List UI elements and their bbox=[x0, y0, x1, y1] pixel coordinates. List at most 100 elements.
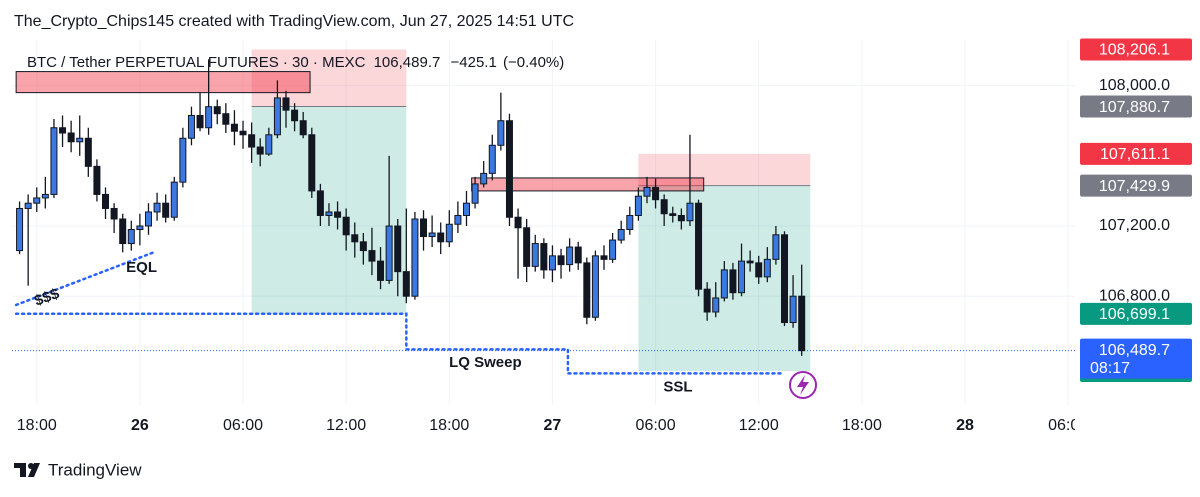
alert-icon bbox=[789, 371, 817, 399]
x-tick-label: 18:00 bbox=[429, 417, 469, 434]
candle-body bbox=[643, 186, 651, 197]
x-tick-label: 28 bbox=[956, 417, 974, 434]
price-label-box bbox=[1080, 174, 1192, 197]
candle-body bbox=[316, 190, 324, 216]
candle-body bbox=[239, 130, 247, 136]
x-tick-label: 18:00 bbox=[17, 417, 57, 434]
supply-zone bbox=[15, 71, 311, 94]
candle-body bbox=[566, 246, 574, 266]
candle-body bbox=[127, 229, 135, 245]
candle-body bbox=[634, 195, 642, 216]
candle-body bbox=[110, 207, 118, 220]
candle-body bbox=[798, 295, 806, 352]
candle-body bbox=[497, 120, 505, 146]
candle-body bbox=[102, 193, 110, 209]
candle-body bbox=[170, 181, 178, 218]
price-label-box bbox=[1080, 38, 1192, 61]
candle-body bbox=[772, 234, 780, 260]
candle-body bbox=[505, 120, 513, 218]
candle-body bbox=[187, 114, 195, 139]
candle-body bbox=[686, 202, 694, 222]
x-tick-label: 06:00 bbox=[636, 417, 676, 434]
x-tick-label: 12:00 bbox=[326, 417, 366, 434]
price-label: 108,206.1 bbox=[1099, 42, 1170, 59]
candle-body bbox=[230, 123, 238, 132]
candle-body bbox=[402, 271, 410, 297]
candle-body bbox=[50, 127, 58, 195]
current-price-label: 106,489.7 bbox=[1099, 342, 1170, 359]
legend: BTC / Tether PERPETUAL FUTURES · 30 · ME… bbox=[27, 54, 564, 71]
countdown: 08:17 bbox=[1090, 360, 1130, 377]
candle-body bbox=[738, 260, 746, 294]
candle-body bbox=[789, 295, 797, 324]
candle-body bbox=[222, 113, 230, 125]
annotation: LQ Sweep bbox=[449, 354, 522, 371]
candle-body bbox=[196, 114, 204, 129]
candle-body bbox=[583, 262, 591, 318]
candle-body bbox=[669, 213, 677, 216]
candle-body bbox=[299, 120, 307, 136]
y-axis: 108,000.0 107,200.0 106,800.0 108,206.1 107,… bbox=[1080, 38, 1192, 382]
candle-body bbox=[394, 225, 402, 273]
candle-body bbox=[248, 134, 256, 148]
change-pct: (−0.40%) bbox=[503, 54, 564, 71]
symbol: BTC / Tether PERPETUAL FUTURES · 30 · ME… bbox=[27, 54, 366, 71]
candle-body bbox=[308, 134, 316, 192]
candle-body bbox=[428, 232, 436, 238]
price-label: 107,611.1 bbox=[1100, 146, 1170, 163]
candle-body bbox=[488, 144, 496, 174]
candle-body bbox=[377, 260, 385, 281]
candle-body bbox=[41, 193, 49, 199]
price-label: 106,699.1 bbox=[1099, 306, 1170, 323]
candle-body bbox=[763, 258, 771, 278]
candle-body bbox=[59, 127, 67, 134]
candle-body bbox=[33, 197, 41, 204]
candle-body bbox=[24, 202, 32, 209]
candle-body bbox=[523, 227, 531, 267]
current-price-box bbox=[1080, 338, 1192, 379]
candle-body bbox=[660, 199, 668, 215]
candle-body bbox=[411, 218, 419, 297]
candle-body bbox=[359, 241, 367, 252]
candle-body bbox=[471, 183, 479, 204]
candle-body bbox=[454, 214, 462, 225]
candle-body bbox=[136, 225, 144, 231]
level-path bbox=[14, 251, 155, 307]
candle-body bbox=[695, 202, 703, 290]
candle-body bbox=[162, 202, 170, 218]
candle-body bbox=[480, 172, 488, 185]
candle-body bbox=[291, 109, 299, 122]
candle-body bbox=[462, 202, 470, 216]
candle-body bbox=[617, 229, 625, 241]
candle-body bbox=[93, 165, 101, 195]
level-path bbox=[14, 312, 783, 375]
candle-body bbox=[746, 260, 754, 264]
candle-body bbox=[265, 134, 273, 155]
x-tick-label: 06:00 bbox=[223, 417, 263, 434]
candle-body bbox=[445, 223, 453, 243]
last-price: 106,489.7 bbox=[374, 54, 441, 71]
y-tick-label: 107,200.0 bbox=[1099, 217, 1170, 234]
candle-body bbox=[531, 243, 539, 267]
candle-body bbox=[67, 132, 75, 143]
candle-body bbox=[780, 234, 788, 324]
price-label-box bbox=[1080, 302, 1192, 325]
candle-body bbox=[334, 211, 342, 218]
candle-body bbox=[755, 262, 763, 278]
x-tick-label: 18:00 bbox=[842, 417, 882, 434]
candle-body bbox=[548, 255, 556, 271]
grid bbox=[12, 40, 1075, 405]
candle-body bbox=[712, 297, 720, 313]
candle-body bbox=[256, 146, 264, 155]
candles bbox=[16, 59, 806, 356]
change: −425.1 bbox=[451, 54, 497, 71]
header: The_Crypto_Chips145 created with Trading… bbox=[14, 13, 574, 30]
candle-body bbox=[282, 97, 290, 111]
candle-body bbox=[179, 137, 187, 183]
price-label: 107,880.7 bbox=[1099, 99, 1170, 116]
candle-body bbox=[213, 106, 221, 115]
price-label-box bbox=[1080, 95, 1192, 118]
candle-body bbox=[609, 239, 617, 260]
